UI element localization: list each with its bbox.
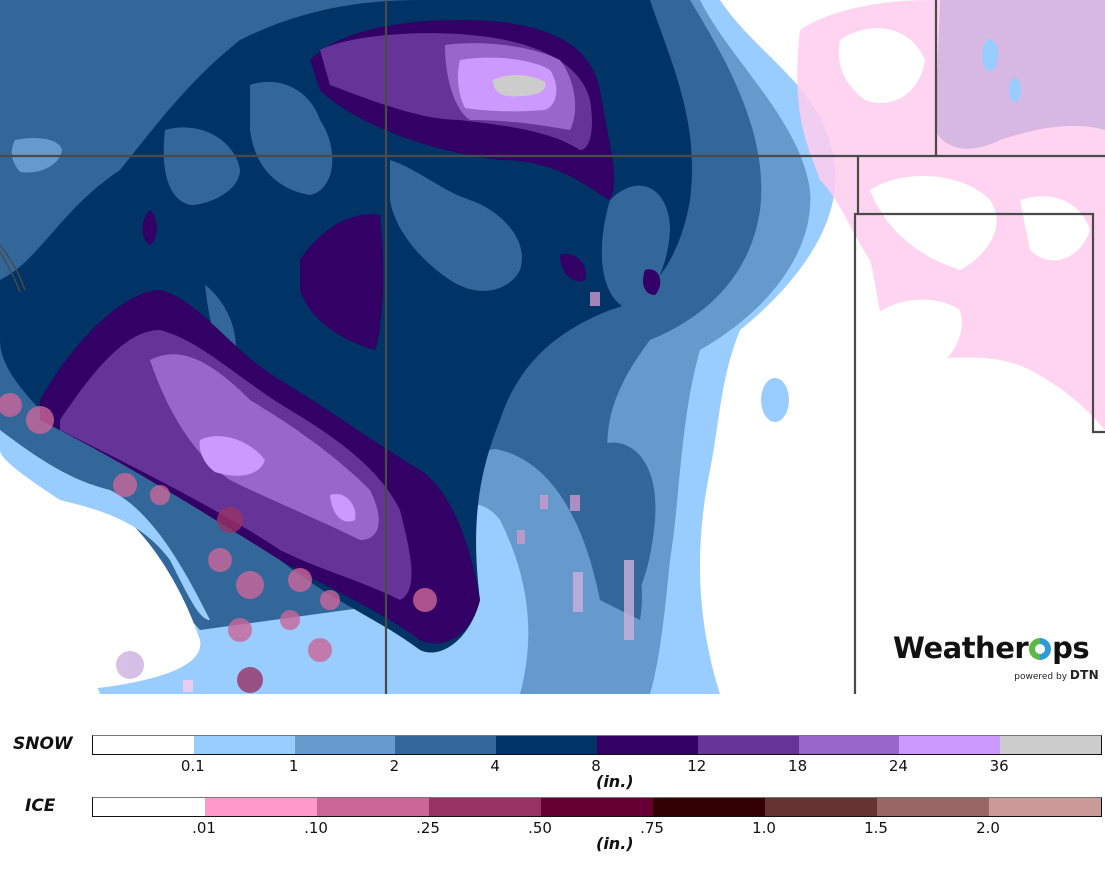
ice-legend-swatch (317, 798, 429, 816)
map-canvas (0, 0, 1105, 694)
snow-tick-label: 1 (288, 757, 299, 775)
snow-legend-label: SNOW (13, 734, 73, 754)
snow-legend-swatch (1000, 736, 1101, 754)
snow-tick-label: 4 (490, 757, 500, 775)
ice-legend-label: ICE (25, 796, 56, 816)
ice-legend-swatch (989, 798, 1101, 816)
ice-legend-swatch (877, 798, 989, 816)
snow-legend-swatch (193, 736, 295, 754)
ice-tick-label: .25 (416, 819, 440, 837)
ice-legend-swatch (765, 798, 877, 816)
ice-tick-label: .10 (304, 819, 328, 837)
ice-legend-swatch (541, 798, 653, 816)
ice-units-label: (in.) (596, 834, 634, 853)
ice-tick-label: .75 (640, 819, 664, 837)
ice-tick-labels: .01 .10 .25 .50 .75 1.0 1.5 2.0 (92, 819, 1102, 839)
ice-legend-swatch (653, 798, 765, 816)
ice-tick-label: .50 (528, 819, 552, 837)
snow-tick-label: 18 (788, 757, 808, 775)
snow-color-bar (92, 735, 1102, 755)
ice-color-bar (92, 797, 1102, 817)
snow-tick-label: 2 (389, 757, 400, 775)
snow-legend-swatch (496, 736, 597, 754)
state-borders (0, 0, 1105, 694)
snow-tick-labels: 0.1 1 2 4 8 12 18 24 36 (92, 757, 1102, 777)
ice-legend-swatch (429, 798, 541, 816)
snow-ice-forecast-map: Weather ps powered by DTN (0, 0, 1105, 694)
snow-legend-swatch (697, 736, 799, 754)
snow-legend-swatch (294, 736, 396, 754)
snow-band-36-plus (493, 74, 546, 97)
snow-legend-swatch (395, 736, 497, 754)
snow-tick-label: 24 (888, 757, 908, 775)
weatherops-logo: Weather ps powered by DTN (893, 630, 1103, 685)
ice-legend-swatch (205, 798, 317, 816)
snow-tick-label: 36 (989, 757, 1009, 775)
snow-tick-label: 8 (591, 757, 601, 775)
snow-legend-swatch (899, 736, 1001, 754)
logo-wordmark: Weather ps (893, 631, 1090, 665)
snow-legend-swatch (798, 736, 900, 754)
ice-tick-label: 1.5 (864, 819, 888, 837)
snow-legend-swatch (93, 736, 194, 754)
snow-tick-label: 0.1 (180, 757, 205, 775)
logo-tagline: powered by DTN (1014, 668, 1099, 682)
ice-tick-label: 1.0 (752, 819, 776, 837)
weatherops-o-ring-icon (1029, 638, 1052, 660)
snow-units-label: (in.) (596, 772, 634, 791)
snow-tick-label: 12 (687, 757, 707, 775)
ice-tick-label: .01 (192, 819, 216, 837)
ice-tick-label: 2.0 (976, 819, 1000, 837)
snow-legend-swatch (596, 736, 698, 754)
ice-legend-swatch (93, 798, 205, 816)
